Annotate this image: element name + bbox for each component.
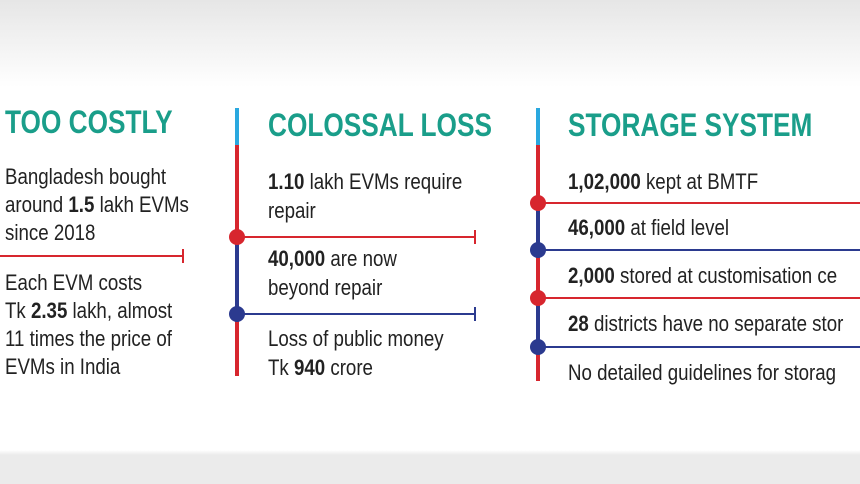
item-line: 46,000 at field level xyxy=(568,217,729,241)
item-text: repair xyxy=(268,200,316,224)
item-text: crore xyxy=(325,357,373,381)
item-line: Each EVM costs xyxy=(5,272,142,296)
item-line: Tk 2.35 lakh, almost xyxy=(5,300,173,324)
item-text: Loss of public money xyxy=(268,328,444,352)
column-heading: STORAGE SYSTEM xyxy=(568,109,812,144)
bold-figure: 2.35 xyxy=(31,300,67,324)
item-line: beyond repair xyxy=(268,277,382,301)
bold-figure: 28 xyxy=(568,313,589,337)
item-line: Tk 940 crore xyxy=(268,357,373,381)
connectors xyxy=(0,108,860,381)
item-line: 28 districts have no separate stor xyxy=(568,313,844,337)
bold-figure: 46,000 xyxy=(568,217,625,241)
item-line: 1,02,000 kept at BMTF xyxy=(568,171,758,195)
item-text: lakh, almost xyxy=(67,300,172,324)
item-text: Tk xyxy=(5,300,31,324)
bold-figure: 940 xyxy=(294,357,325,381)
item-line: Loss of public money xyxy=(268,328,444,352)
item-line: 1.10 lakh EVMs require xyxy=(268,171,462,195)
item-text: districts have no separate stor xyxy=(589,313,844,337)
item-text: beyond repair xyxy=(268,277,382,301)
bold-figure: 2,000 xyxy=(568,265,615,289)
item-text: Tk xyxy=(268,357,294,381)
item-line: EVMs in India xyxy=(5,356,121,380)
item-text: lakh EVMs xyxy=(94,194,189,218)
item-line: around 1.5 lakh EVMs xyxy=(5,194,189,218)
item-text: since 2018 xyxy=(5,222,95,246)
item-text: stored at customisation ce xyxy=(615,265,837,289)
item-text: are now xyxy=(325,248,397,272)
item-line: Bangladesh bought xyxy=(5,166,166,190)
item-text: around xyxy=(5,194,68,218)
item-text: at field level xyxy=(625,217,729,241)
item-text: kept at BMTF xyxy=(641,171,758,195)
item-text: EVMs in India xyxy=(5,356,121,380)
item-line: since 2018 xyxy=(5,222,95,246)
item-text: Each EVM costs xyxy=(5,272,142,296)
item-line: 2,000 stored at customisation ce xyxy=(568,265,837,289)
column-heading: COLOSSAL LOSS xyxy=(268,109,492,144)
item-text: lakh EVMs require xyxy=(304,171,462,195)
item-text: No detailed guidelines for storag xyxy=(568,362,836,386)
item-text: Bangladesh bought xyxy=(5,166,166,190)
item-line: 40,000 are now xyxy=(268,248,397,272)
item-line: No detailed guidelines for storag xyxy=(568,362,836,386)
bold-figure: 1.5 xyxy=(68,194,94,218)
item-text: 11 times the price of xyxy=(5,328,172,352)
column-heading: TOO COSTLY xyxy=(5,106,173,141)
item-line: 11 times the price of xyxy=(5,328,172,352)
bold-figure: 1.10 xyxy=(268,171,304,195)
bold-figure: 1,02,000 xyxy=(568,171,641,195)
item-line: repair xyxy=(268,200,316,224)
bold-figure: 40,000 xyxy=(268,248,325,272)
